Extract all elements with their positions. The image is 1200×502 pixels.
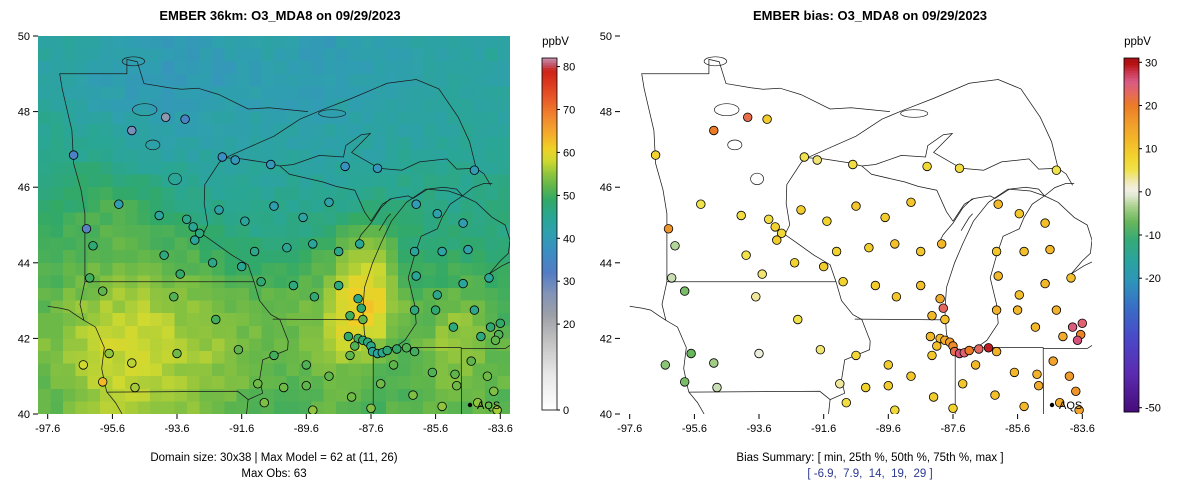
svg-text:60: 60 [563, 147, 575, 159]
svg-text:48: 48 [18, 107, 30, 119]
svg-text:50: 50 [563, 190, 575, 202]
svg-text:30: 30 [563, 276, 575, 288]
right-caption-bias-summary-values: [ -6.9, 7.9, 14, 19, 29 ] [807, 468, 933, 480]
svg-text:80: 80 [563, 62, 575, 74]
aqs-dot-icon [1049, 402, 1055, 408]
right-panel-title: EMBER bias: O3_MDA8 on 09/29/2023 [752, 8, 988, 23]
svg-text:46: 46 [18, 182, 30, 194]
svg-text:-89.6: -89.6 [294, 423, 319, 435]
svg-text:AQS: AQS [1059, 400, 1082, 412]
svg-text:-91.6: -91.6 [229, 423, 254, 435]
aqs-legend-1: AQS [1049, 400, 1082, 412]
svg-text:-85.6: -85.6 [1005, 423, 1030, 435]
right-map-outlines [629, 56, 1092, 414]
svg-text:-87.6: -87.6 [358, 423, 383, 435]
svg-text:20: 20 [1145, 101, 1157, 113]
axes-panel-1: -97.6 -95.6 -93.6 -91.6 -89.6 -87.6 -85.6 -83.6… [600, 31, 1095, 435]
obs-station-points [68, 112, 506, 414]
svg-text:-93.6: -93.6 [746, 423, 771, 435]
svg-text:0: 0 [563, 405, 569, 417]
svg-text:-50: -50 [1145, 403, 1161, 415]
svg-text:-91.6: -91.6 [811, 423, 836, 435]
axes-panel-0: -97.6 -95.6 -93.6 -91.6 -89.6 -87.6 -85.6 -83.6… [18, 31, 513, 435]
svg-text:-10: -10 [1145, 230, 1161, 242]
svg-text:50: 50 [600, 31, 612, 43]
svg-text:-87.6: -87.6 [940, 423, 965, 435]
aqs-dot-icon [467, 402, 473, 408]
left-caption-domain: Domain size: 30x38 | Max Model = 62 at (… [150, 452, 398, 464]
aqs-legend-0: AQS [467, 400, 500, 412]
svg-text:-97.6: -97.6 [35, 423, 60, 435]
svg-text:AQS: AQS [477, 400, 500, 412]
svg-text:44: 44 [18, 258, 30, 270]
svg-text:50: 50 [18, 31, 30, 43]
svg-text:-83.6: -83.6 [488, 423, 513, 435]
svg-text:20: 20 [563, 319, 575, 331]
colorbar-bias: 30 20 10 0 -10 -20 -50 ppbV [1123, 36, 1161, 415]
svg-text:-95.6: -95.6 [100, 423, 125, 435]
colorbar-model: 80 70 60 50 40 30 20 0 ppbV [541, 36, 575, 417]
svg-text:10: 10 [1145, 144, 1157, 156]
svg-text:42: 42 [600, 333, 612, 345]
svg-text:-93.6: -93.6 [164, 423, 189, 435]
svg-text:-20: -20 [1145, 273, 1161, 285]
svg-text:44: 44 [600, 258, 612, 270]
svg-text:-97.6: -97.6 [617, 423, 642, 435]
svg-text:46: 46 [600, 182, 612, 194]
svg-text:-89.6: -89.6 [876, 423, 901, 435]
svg-text:-85.6: -85.6 [423, 423, 448, 435]
svg-text:-83.6: -83.6 [1070, 423, 1095, 435]
svg-text:70: 70 [563, 105, 575, 117]
svg-text:30: 30 [1145, 57, 1157, 69]
svg-text:ppbV: ppbV [1124, 36, 1151, 48]
svg-text:-95.6: -95.6 [682, 423, 707, 435]
svg-text:40: 40 [18, 409, 30, 421]
svg-text:0: 0 [1145, 187, 1151, 199]
right-caption-bias-summary-label: Bias Summary: [ min, 25th %, 50th %, 75t… [736, 452, 1004, 464]
left-caption-maxobs: Max Obs: 63 [241, 468, 307, 480]
left-panel-title: EMBER 36km: O3_MDA8 on 09/29/2023 [159, 8, 401, 23]
svg-text:48: 48 [600, 107, 612, 119]
svg-text:ppbV: ppbV [542, 36, 569, 48]
svg-text:40: 40 [563, 233, 575, 245]
svg-text:40: 40 [600, 409, 612, 421]
svg-text:42: 42 [18, 333, 30, 345]
bias-station-points [650, 112, 1088, 414]
